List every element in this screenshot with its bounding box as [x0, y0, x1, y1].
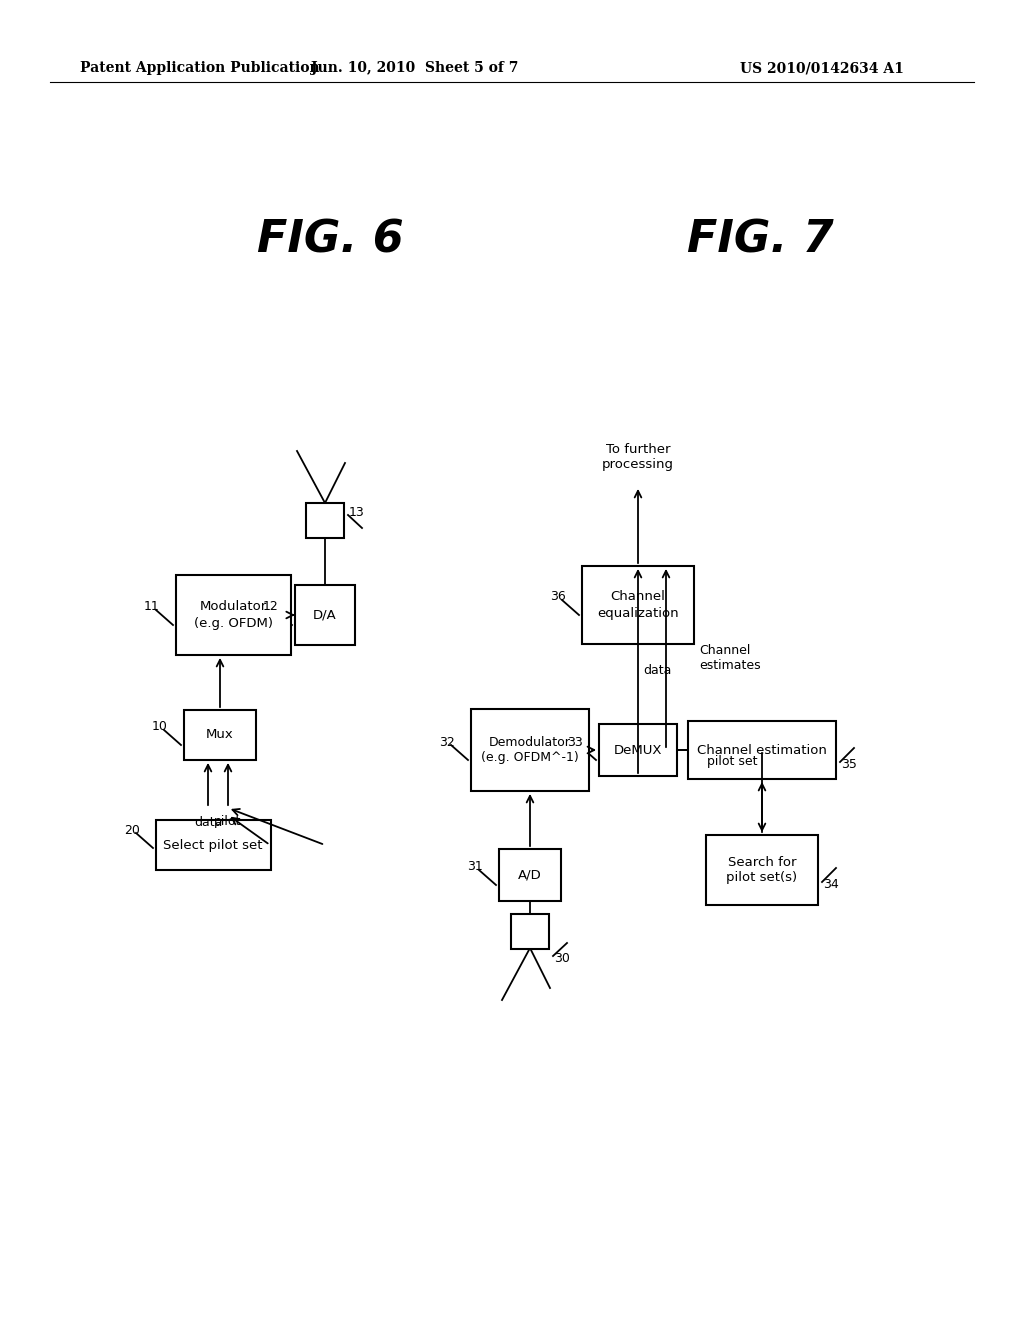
- Text: Modulator
(e.g. OFDM): Modulator (e.g. OFDM): [194, 601, 272, 630]
- Text: To further
processing: To further processing: [602, 444, 674, 471]
- Text: Channel estimation: Channel estimation: [697, 743, 827, 756]
- Bar: [471, 709, 589, 791]
- Bar: [499, 849, 561, 902]
- Text: 33: 33: [567, 735, 583, 748]
- Bar: [184, 710, 256, 760]
- Text: Channel
estimates: Channel estimates: [699, 644, 761, 672]
- Text: Jun. 10, 2010  Sheet 5 of 7: Jun. 10, 2010 Sheet 5 of 7: [311, 61, 519, 75]
- Text: pilot set: pilot set: [707, 755, 758, 768]
- Text: 34: 34: [823, 879, 839, 891]
- Text: 13: 13: [349, 506, 365, 519]
- Text: 30: 30: [554, 952, 570, 965]
- Text: pilot: pilot: [214, 816, 242, 829]
- Text: D/A: D/A: [313, 609, 337, 622]
- Text: 10: 10: [152, 721, 168, 734]
- Text: 12: 12: [263, 601, 279, 614]
- Text: 36: 36: [550, 590, 565, 603]
- Text: Channel
equalization: Channel equalization: [597, 590, 679, 619]
- Text: Search for
pilot set(s): Search for pilot set(s): [726, 855, 798, 884]
- Text: 20: 20: [124, 824, 140, 837]
- Bar: [599, 723, 677, 776]
- Text: US 2010/0142634 A1: US 2010/0142634 A1: [740, 61, 904, 75]
- Text: 32: 32: [439, 735, 455, 748]
- Bar: [511, 913, 549, 949]
- Text: 31: 31: [467, 861, 482, 874]
- Text: data: data: [194, 816, 222, 829]
- Text: 35: 35: [841, 759, 857, 771]
- Text: Mux: Mux: [206, 729, 233, 742]
- Bar: [175, 576, 291, 655]
- Text: Select pilot set: Select pilot set: [163, 838, 263, 851]
- Text: 11: 11: [144, 601, 160, 614]
- Text: Demodulator
(e.g. OFDM^-1): Demodulator (e.g. OFDM^-1): [481, 735, 579, 764]
- Bar: [706, 836, 818, 906]
- Text: data: data: [643, 664, 672, 677]
- Text: Patent Application Publication: Patent Application Publication: [80, 61, 319, 75]
- Text: A/D: A/D: [518, 869, 542, 882]
- Bar: [688, 721, 836, 779]
- Bar: [156, 820, 270, 870]
- Text: DeMUX: DeMUX: [613, 743, 663, 756]
- Bar: [295, 585, 355, 645]
- Bar: [582, 566, 694, 644]
- Bar: [306, 503, 344, 537]
- Text: FIG. 7: FIG. 7: [687, 219, 834, 261]
- Text: FIG. 6: FIG. 6: [257, 219, 403, 261]
